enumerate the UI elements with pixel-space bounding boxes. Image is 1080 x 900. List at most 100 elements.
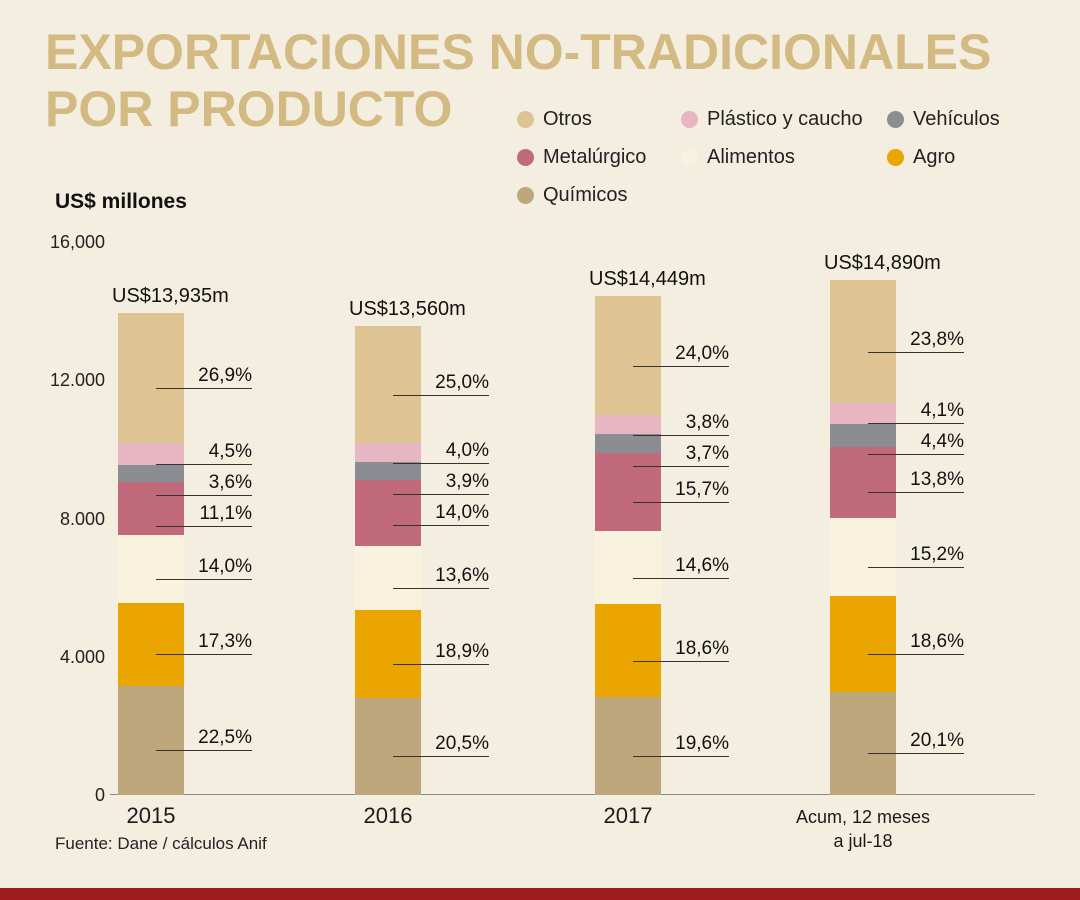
x-axis-label-2017: 2017 bbox=[603, 803, 653, 828]
bar-segment-agro bbox=[118, 602, 184, 687]
source-note: Fuente: Dane / cálculos Anif bbox=[55, 834, 267, 853]
page-title: EXPORTACIONES NO-TRADICIONALES POR PRODU… bbox=[45, 24, 991, 138]
bar-segment-alimentos bbox=[355, 546, 421, 610]
bar-segment-vehiculos bbox=[118, 464, 184, 482]
segment-percent-label-vehiculos: 3,9% bbox=[393, 465, 489, 495]
y-tick-label: 16,000 bbox=[49, 232, 105, 252]
segment-percent-label-plastico-y-caucho: 3,8% bbox=[633, 406, 729, 436]
bar-total-label: US$14,890m bbox=[824, 252, 941, 275]
segment-percent-label-plastico-y-caucho: 4,1% bbox=[868, 394, 964, 425]
segment-percent-label-otros: 24,0% bbox=[633, 337, 729, 367]
legend-item-alimentos: Alimentos bbox=[681, 146, 887, 169]
segment-percent-label-otros: 25,0% bbox=[393, 366, 489, 396]
segment-percent-label-agro: 18,9% bbox=[393, 635, 489, 666]
bar-segment-quimicos bbox=[355, 698, 421, 795]
page-title-line2: POR PRODUCTO bbox=[45, 81, 453, 137]
segment-percent-label-agro: 17,3% bbox=[156, 625, 252, 656]
segment-percent-label-agro: 18,6% bbox=[633, 632, 729, 662]
segment-percent-label-metalurgico: 14,0% bbox=[393, 496, 489, 526]
bar-total-label: US$14,449m bbox=[589, 267, 706, 290]
plot-area: US$13,935m 26,9% 4,5% 3,6% 11,1% 14,0% 17,3% 22… bbox=[110, 242, 1035, 851]
y-tick-label: 4.000 bbox=[59, 646, 105, 667]
bar-segment-plastico-y-caucho bbox=[595, 415, 661, 435]
bar-segment-plastico-y-caucho bbox=[830, 402, 896, 424]
segment-percent-label-quimicos: 22,5% bbox=[156, 721, 252, 752]
segment-percent-label-vehiculos: 3,7% bbox=[633, 437, 729, 467]
bar-segment-otros bbox=[118, 313, 184, 443]
bar-segment-agro bbox=[830, 595, 896, 692]
segment-percent-label-metalurgico: 13,8% bbox=[868, 463, 964, 494]
y-axis: 16,000 12.000 8.000 4.000 0 bbox=[30, 232, 105, 805]
legend-item-vehiculos: Vehículos bbox=[887, 108, 1000, 131]
segment-percent-label-alimentos: 14,0% bbox=[156, 550, 252, 581]
bar-segment-vehiculos bbox=[830, 423, 896, 447]
bar-segment-quimicos bbox=[595, 697, 661, 795]
legend-label: Vehículos bbox=[913, 108, 1000, 130]
legend-swatch-metalurgico-icon bbox=[517, 149, 534, 166]
bar-segment-vehiculos bbox=[355, 462, 421, 481]
bar-segment-quimicos bbox=[118, 686, 184, 795]
bar-total-label: US$13,560m bbox=[349, 298, 466, 321]
page-title-line1: EXPORTACIONES NO-TRADICIONALES bbox=[45, 24, 992, 80]
legend-item-agro: Agro bbox=[887, 146, 1000, 169]
segment-percent-label-otros: 26,9% bbox=[156, 359, 252, 390]
y-tick-label: 0 bbox=[94, 785, 105, 805]
segment-percent-label-metalurgico: 15,7% bbox=[633, 473, 729, 504]
legend-item-plastico-y-caucho: Plástico y caucho bbox=[681, 108, 887, 131]
segment-percent-label-metalurgico: 11,1% bbox=[156, 497, 252, 527]
bar-segment-quimicos bbox=[830, 691, 896, 795]
legend-swatch-otros-icon bbox=[517, 111, 534, 128]
footer-accent-bar bbox=[0, 888, 1080, 900]
segment-percent-label-quimicos: 19,6% bbox=[633, 727, 729, 758]
axis-units-label: US$ millones bbox=[55, 190, 187, 213]
bar-segment-metalurgico bbox=[355, 480, 421, 547]
y-tick-label: 8.000 bbox=[59, 508, 105, 529]
legend-label: Metalúrgico bbox=[543, 146, 647, 168]
x-axis-label-2016: 2016 bbox=[363, 803, 413, 828]
x-axis-label-acum-12-meses-a-jul-18: Acum, 12 meses a jul-18 bbox=[795, 807, 931, 851]
stacked-bar-2015 bbox=[118, 313, 184, 795]
segment-percent-label-plastico-y-caucho: 4,0% bbox=[393, 434, 489, 464]
bar-total-label: US$13,935m bbox=[112, 285, 229, 308]
legend-item-metalurgico: Metalúrgico bbox=[517, 146, 681, 169]
y-tick-label: 12.000 bbox=[49, 370, 105, 391]
legend-label: Alimentos bbox=[707, 146, 795, 168]
segment-percent-label-otros: 23,8% bbox=[868, 323, 964, 353]
bar-segment-vehiculos bbox=[595, 434, 661, 453]
stacked-bar-2016 bbox=[355, 326, 421, 795]
segment-percent-label-quimicos: 20,1% bbox=[868, 724, 964, 755]
bar-segment-otros bbox=[830, 280, 896, 403]
segment-percent-label-vehiculos: 3,6% bbox=[156, 466, 252, 496]
legend-swatch-vehiculos-icon bbox=[887, 111, 904, 128]
legend-swatch-quimicos-icon bbox=[517, 187, 534, 204]
stacked-bar-2017 bbox=[595, 295, 661, 795]
segment-percent-label-plastico-y-caucho: 4,5% bbox=[156, 435, 252, 465]
legend-item-otros: Otros bbox=[517, 108, 681, 131]
segment-percent-label-alimentos: 14,6% bbox=[633, 549, 729, 579]
legend-swatch-alimentos-icon bbox=[681, 149, 698, 166]
bar-segment-alimentos bbox=[595, 531, 661, 605]
legend-item-quimicos: Químicos bbox=[517, 184, 681, 207]
x-axis-line bbox=[110, 794, 1035, 795]
legend-label: Químicos bbox=[543, 184, 628, 206]
legend-label: Otros bbox=[543, 108, 592, 130]
legend-label: Agro bbox=[913, 146, 956, 168]
segment-percent-label-alimentos: 15,2% bbox=[868, 538, 964, 568]
bar-segment-metalurgico bbox=[830, 446, 896, 518]
segment-percent-label-vehiculos: 4,4% bbox=[868, 425, 964, 456]
x-axis-label-2015: 2015 bbox=[126, 803, 176, 828]
bar-segment-otros bbox=[355, 326, 421, 444]
segment-percent-label-quimicos: 20,5% bbox=[393, 727, 489, 758]
legend-swatch-agro-icon bbox=[887, 149, 904, 166]
bar-segment-alimentos bbox=[118, 535, 184, 603]
bar-segment-agro bbox=[355, 609, 421, 699]
segment-percent-label-agro: 18,6% bbox=[868, 625, 964, 655]
bar-segment-otros bbox=[595, 295, 661, 416]
bar-segment-alimentos bbox=[830, 517, 896, 596]
legend: Otros Plástico y caucho Vehículos Metalúrgi… bbox=[517, 108, 1000, 207]
legend-swatch-plastico-y-caucho-icon bbox=[681, 111, 698, 128]
legend-label: Plástico y caucho bbox=[707, 108, 863, 130]
bar-segment-agro bbox=[595, 604, 661, 698]
bar-segment-plastico-y-caucho bbox=[118, 442, 184, 465]
